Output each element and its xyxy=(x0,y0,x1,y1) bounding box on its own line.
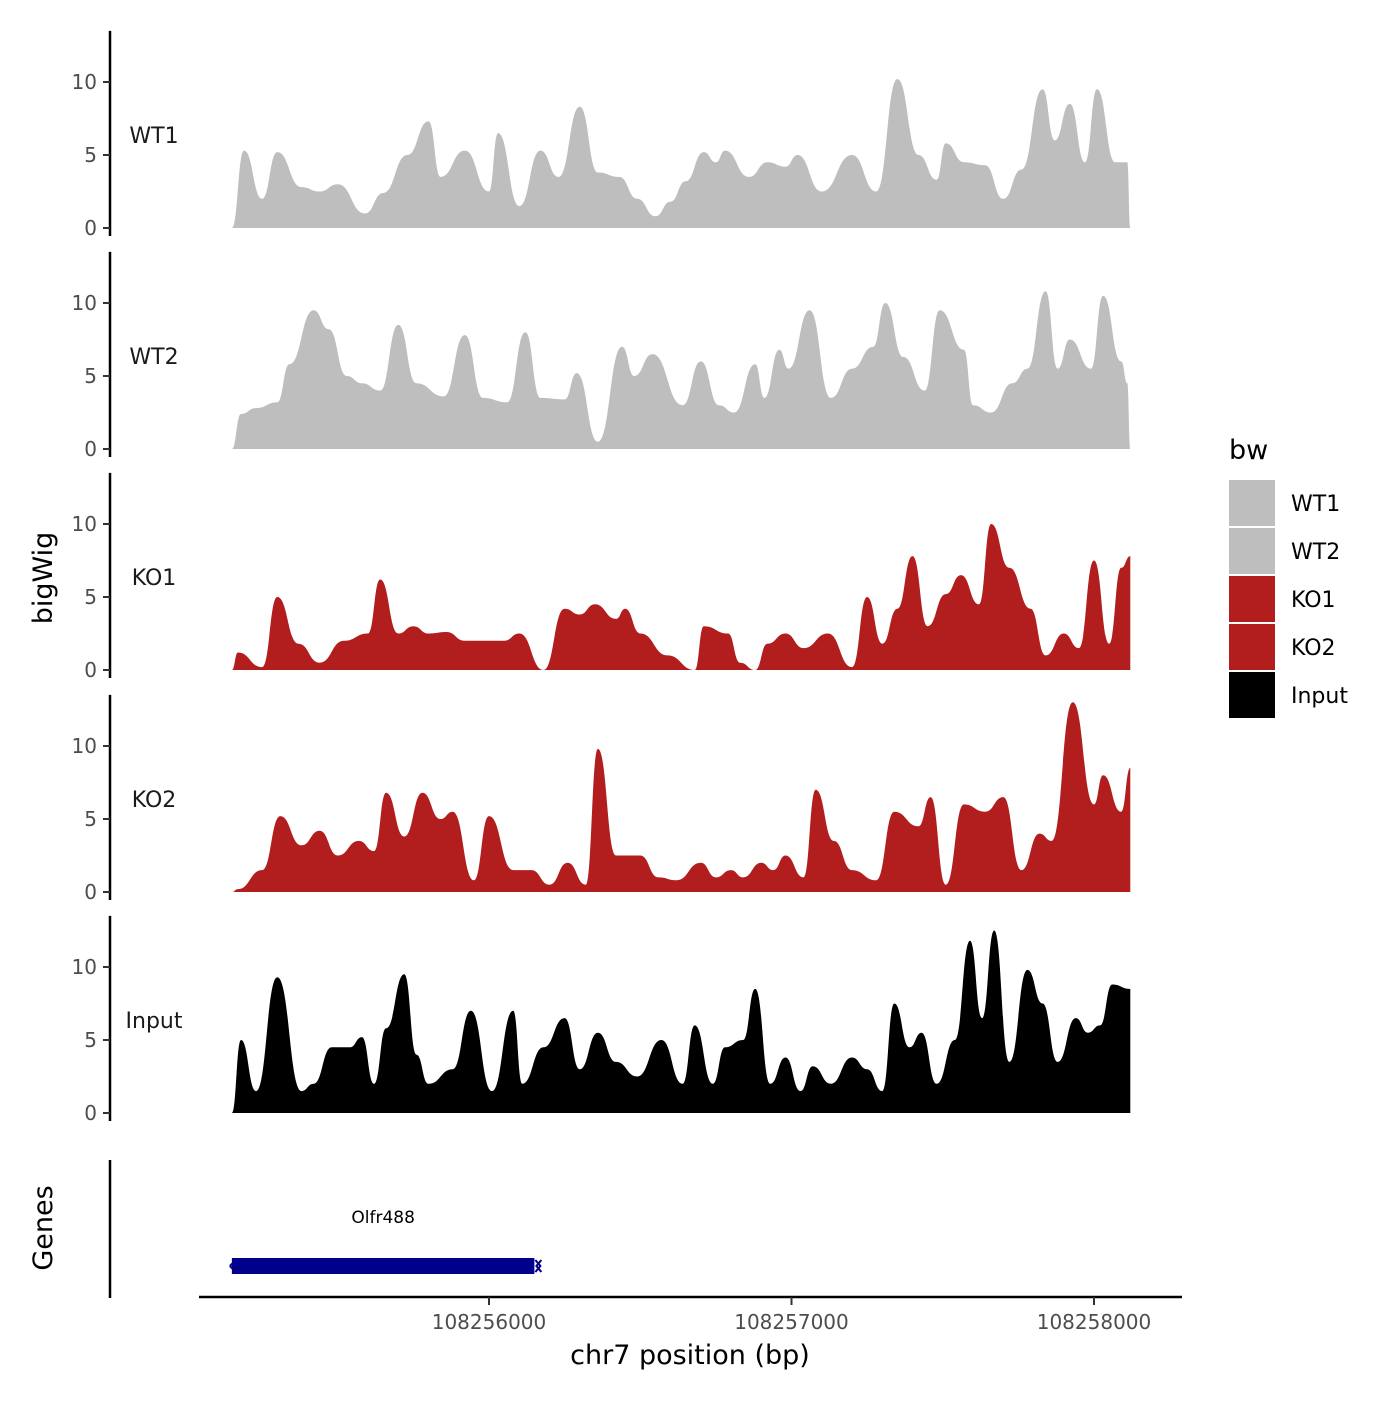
track-label: KO1 xyxy=(132,566,177,591)
strand-arrow-icon xyxy=(229,1259,237,1273)
legend-entries: WT1 WT2 KO1 KO2 Input xyxy=(1229,480,1348,718)
legend-label: KO1 xyxy=(1291,588,1336,613)
track-label: WT2 xyxy=(129,345,178,370)
legend-swatch xyxy=(1229,528,1275,574)
coverage-area-WT1 xyxy=(231,79,1131,228)
track-Input: 0 5 10 Input xyxy=(72,915,1131,1125)
x-tick-label: 108257000 xyxy=(734,1310,849,1334)
legend-entry-KO2: KO2 xyxy=(1229,624,1336,670)
y-tick-label: 5 xyxy=(84,1028,97,1052)
track-KO2: 0 5 10 KO2 xyxy=(72,694,1131,904)
gene-Olfr488: Olfr488 xyxy=(229,1208,543,1274)
legend-label: KO2 xyxy=(1291,636,1336,661)
track-label: Input xyxy=(126,1009,183,1034)
track-panels: 0 5 10 WT1 0 5 10 WT2 0 5 10 KO1 0 5 10 KO2 0 5 10 Input xyxy=(72,30,1131,1125)
genes-panel-title: Genes xyxy=(28,1185,59,1270)
strand-arrow-icon xyxy=(534,1259,543,1273)
x-tick-label: 108256000 xyxy=(432,1310,547,1334)
y-tick-label: 10 xyxy=(72,512,97,536)
y-tick-label: 5 xyxy=(84,585,97,609)
legend-entry-Input: Input xyxy=(1229,672,1348,718)
y-tick-label: 10 xyxy=(72,70,97,94)
legend-swatch xyxy=(1229,480,1275,526)
y-tick-label: 10 xyxy=(72,955,97,979)
y-tick-label: 0 xyxy=(84,437,97,461)
x-axis-title: chr7 position (bp) xyxy=(570,1340,810,1371)
legend-entry-WT2: WT2 xyxy=(1229,528,1340,574)
x-axis: 108256000 108257000 108258000 chr7 positio… xyxy=(199,1295,1182,1371)
coverage-area-WT2 xyxy=(231,291,1131,449)
gene-features: Olfr488 xyxy=(229,1208,543,1274)
coverage-area-KO1 xyxy=(231,524,1131,670)
y-tick-label: 10 xyxy=(72,734,97,758)
y-axis-title-group: bigWig xyxy=(28,532,59,625)
legend-label: WT1 xyxy=(1291,492,1340,517)
track-label: WT1 xyxy=(129,124,178,149)
legend: bw WT1 WT2 KO1 KO2 Input xyxy=(1229,435,1348,718)
gene-label: Olfr488 xyxy=(351,1208,415,1228)
legend-swatch xyxy=(1229,576,1275,622)
y-axis-title: bigWig xyxy=(28,532,59,625)
track-WT1: 0 5 10 WT1 xyxy=(72,30,1131,240)
y-tick-label: 5 xyxy=(84,807,97,831)
y-tick-label: 10 xyxy=(72,291,97,315)
legend-label: WT2 xyxy=(1291,540,1340,565)
x-tick-label: 108258000 xyxy=(1037,1310,1152,1334)
track-KO1: 0 5 10 KO1 xyxy=(72,472,1131,682)
legend-swatch xyxy=(1229,624,1275,670)
legend-entry-KO1: KO1 xyxy=(1229,576,1336,622)
y-tick-label: 0 xyxy=(84,658,97,682)
track-WT2: 0 5 10 WT2 xyxy=(72,251,1131,461)
y-tick-label: 0 xyxy=(84,216,97,240)
coverage-area-KO2 xyxy=(231,702,1131,892)
legend-label: Input xyxy=(1291,684,1348,709)
gene-body xyxy=(231,1258,535,1274)
coverage-area-Input xyxy=(231,930,1131,1113)
legend-swatch xyxy=(1229,672,1275,718)
legend-title: bw xyxy=(1229,435,1268,466)
x-ticks: 108256000 108257000 108258000 xyxy=(432,1297,1152,1334)
track-label: KO2 xyxy=(132,788,177,813)
y-tick-label: 0 xyxy=(84,880,97,904)
genes-panel: Genes Olfr488 xyxy=(28,1160,543,1298)
y-tick-label: 5 xyxy=(84,143,97,167)
y-tick-label: 5 xyxy=(84,364,97,388)
y-tick-label: 0 xyxy=(84,1101,97,1125)
legend-entry-WT1: WT1 xyxy=(1229,480,1340,526)
